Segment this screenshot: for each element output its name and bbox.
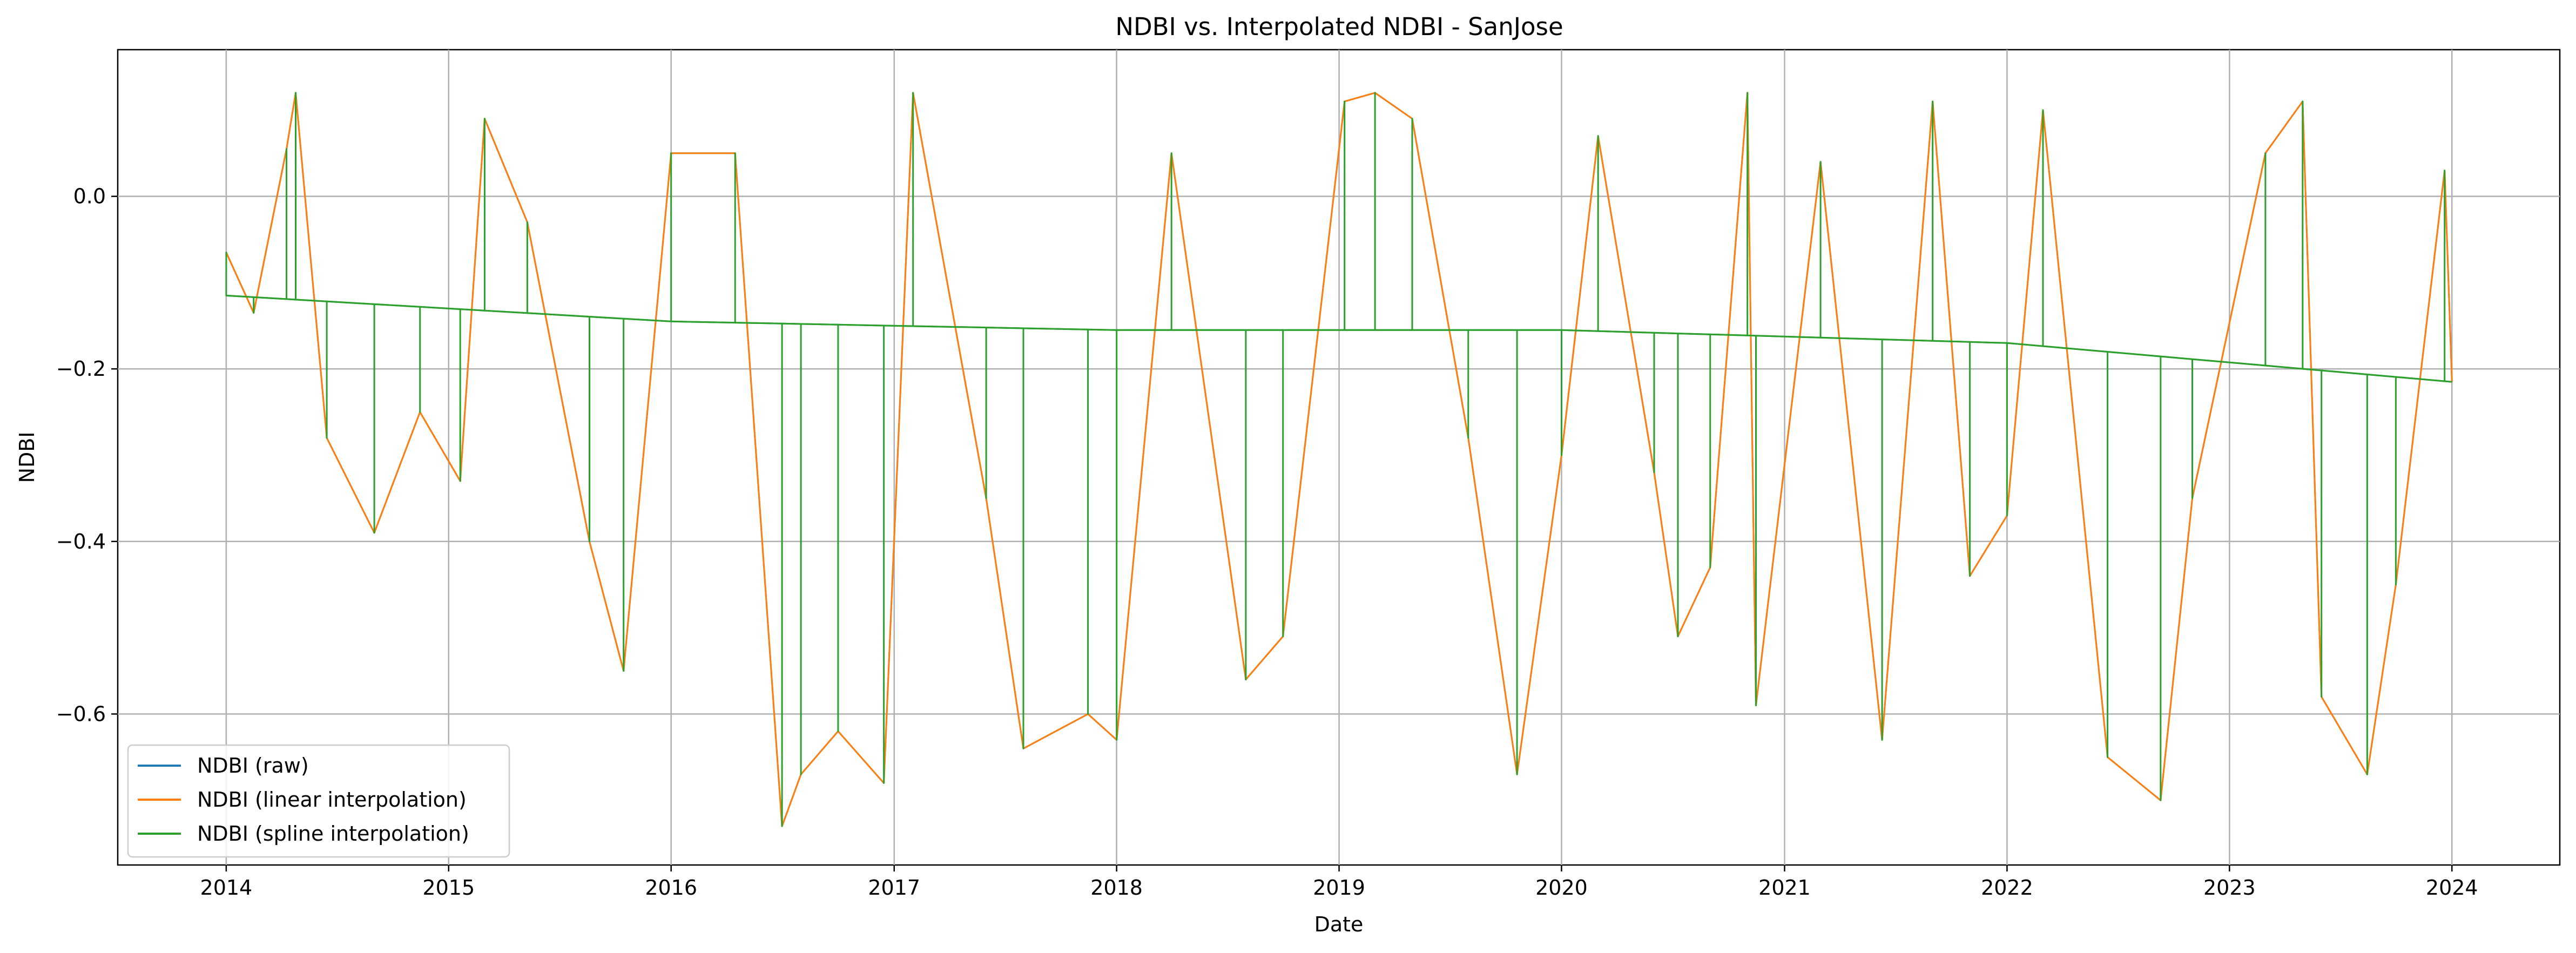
- x-tick-label: 2017: [868, 876, 920, 900]
- y-tick-label: 0.0: [73, 185, 106, 208]
- x-tick-label: 2018: [1090, 876, 1143, 900]
- y-axis: 0.0 −0.2 −0.4 −0.6: [56, 185, 118, 726]
- legend-label: NDBI (linear interpolation): [197, 788, 467, 812]
- series-area: [225, 92, 2453, 827]
- y-tick-label: −0.4: [56, 530, 106, 553]
- x-tick-label: 2019: [1313, 876, 1365, 900]
- y-axis-label: NDBI: [15, 432, 39, 483]
- y-tick-label: −0.6: [56, 702, 106, 726]
- x-tick-label: 2023: [2203, 876, 2256, 900]
- x-axis-label: Date: [1314, 913, 1364, 936]
- x-tick-label: 2014: [200, 876, 253, 900]
- grid: [118, 50, 2560, 865]
- x-tick-label: 2022: [1981, 876, 2033, 900]
- chart-title: NDBI vs. Interpolated NDBI - SanJose: [1115, 12, 1563, 41]
- legend-label: NDBI (raw): [197, 754, 309, 778]
- series-line-ndbi-spline-interpolation: [225, 92, 2452, 827]
- x-tick-label: 2021: [1758, 876, 1811, 900]
- x-tick-label: 2020: [1535, 876, 1588, 900]
- x-tick-label: 2024: [2426, 876, 2478, 900]
- x-tick-label: 2015: [422, 876, 475, 900]
- x-axis: 2014 2015 2016 2017 2018 2019 2020 2021 2022 2023…: [200, 865, 2478, 900]
- series-line-ndbi-linear-interpolation: [225, 92, 2453, 827]
- legend: NDBI (raw) NDBI (linear interpolation) NDB…: [127, 744, 510, 858]
- x-tick-label: 2016: [645, 876, 697, 900]
- legend-label: NDBI (spline interpolation): [197, 822, 469, 846]
- y-tick-label: −0.2: [56, 357, 106, 381]
- legend-box: [127, 744, 510, 858]
